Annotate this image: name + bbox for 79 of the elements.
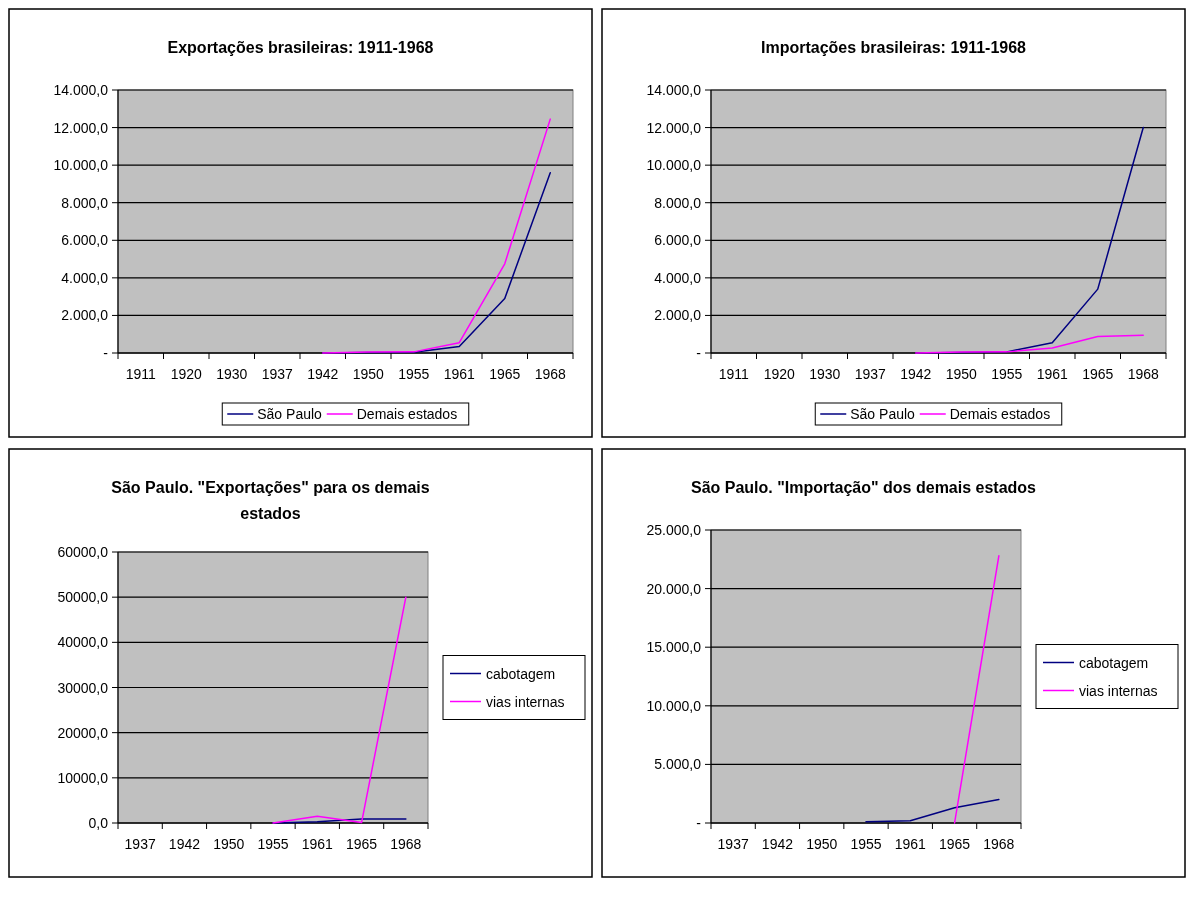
y-tick-label: 40000,0 (57, 634, 109, 651)
x-tick-label: 1965 (938, 836, 971, 852)
legend-label: Demais estados (949, 406, 1051, 422)
y-tick-label: - (103, 345, 109, 361)
chart-title: Importações brasileiras: 1911-1968 (760, 39, 1027, 56)
y-tick-label: 30000,0 (57, 679, 109, 696)
legend-label: vias internas (486, 693, 565, 710)
x-tick-label: 1950 (352, 366, 385, 382)
x-tick-label: 1930 (809, 366, 841, 382)
x-tick-label: 1965 (345, 836, 378, 852)
x-tick-label: 1961 (443, 366, 476, 382)
y-tick-label: 60000,0 (57, 544, 109, 560)
y-tick-label: 8.000,0 (654, 194, 702, 211)
x-tick-label: 1937 (854, 366, 887, 382)
x-tick-label: 1968 (983, 836, 1015, 852)
chart-title: São Paulo. "Exportações" para os demais estados (111, 479, 430, 522)
y-tick-label: - (696, 345, 702, 361)
x-tick-label: 1937 (124, 836, 156, 852)
y-tick-label: 12.000,0 (646, 119, 702, 136)
x-tick-label: 1911 (718, 366, 750, 382)
y-tick-label: 12.000,0 (53, 119, 109, 136)
y-tick-label: 2.000,0 (61, 307, 109, 324)
x-tick-label: 1950 (806, 836, 838, 852)
x-tick-label: 1961 (894, 836, 927, 852)
x-tick-label: 1942 (900, 366, 932, 382)
chart-title: Exportações brasileiras: 1911-1968 (167, 39, 434, 56)
legend-label: São Paulo (850, 406, 916, 422)
y-tick-label: 20000,0 (57, 724, 109, 741)
x-tick-label: 1968 (390, 836, 422, 852)
y-tick-label: 6.000,0 (654, 232, 702, 249)
x-tick-label: 1961 (301, 836, 334, 852)
x-tick-label: 1942 (168, 836, 201, 852)
line-series (865, 798, 1000, 823)
line-series (322, 118, 551, 354)
y-tick-label: 8.000,0 (61, 194, 109, 211)
y-tick-label: 10.000,0 (646, 157, 702, 174)
x-tick-label: 1911 (125, 366, 157, 382)
y-tick-label: 0,0 (88, 815, 109, 831)
x-tick-label: 1920 (763, 366, 796, 382)
y-tick-label: 6.000,0 (61, 232, 109, 249)
x-tick-label: 1955 (398, 366, 430, 382)
y-tick-label: - (696, 815, 702, 831)
x-tick-label: 1965 (1082, 366, 1114, 382)
x-tick-label: 1965 (489, 366, 521, 382)
x-tick-label: 1937 (261, 366, 294, 382)
x-tick-label: 1968 (534, 366, 567, 382)
legend-label: Demais estados (356, 406, 458, 422)
x-tick-label: 1942 (761, 836, 794, 852)
x-tick-label: 1955 (257, 836, 289, 852)
y-tick-label: 10.000,0 (53, 157, 109, 174)
y-tick-label: 25.000,0 (646, 522, 702, 538)
x-tick-label: 1942 (307, 366, 339, 382)
x-tick-label: 1968 (1127, 366, 1160, 382)
y-tick-label: 15.000,0 (646, 639, 702, 656)
y-tick-label: 4.000,0 (654, 269, 702, 286)
y-tick-label: 2.000,0 (654, 307, 702, 324)
y-tick-label: 50000,0 (57, 589, 109, 606)
legend-label: cabotagem (486, 665, 556, 682)
x-tick-label: 1955 (991, 366, 1023, 382)
y-tick-label: 14.000,0 (646, 82, 702, 98)
x-tick-label: 1950 (213, 836, 245, 852)
x-tick-label: 1955 (850, 836, 882, 852)
y-tick-label: 14.000,0 (53, 82, 109, 98)
y-tick-label: 10.000,0 (646, 697, 702, 714)
line-series (272, 596, 407, 824)
x-tick-label: 1920 (170, 366, 203, 382)
legend-label: São Paulo (257, 406, 323, 422)
y-tick-label: 20.000,0 (646, 580, 702, 597)
x-tick-label: 1950 (945, 366, 978, 382)
x-tick-label: 1937 (717, 836, 749, 852)
y-tick-label: 10000,0 (57, 769, 109, 786)
chart-title: São Paulo. "Importação" dos demais estados (690, 479, 1037, 496)
legend-label: vias internas (1079, 682, 1158, 699)
line-series (915, 334, 1144, 354)
y-tick-label: 5.000,0 (654, 756, 702, 773)
x-tick-label: 1961 (1036, 366, 1069, 382)
x-tick-label: 1930 (216, 366, 248, 382)
y-tick-label: 4.000,0 (61, 269, 109, 286)
legend-label: cabotagem (1079, 654, 1149, 671)
